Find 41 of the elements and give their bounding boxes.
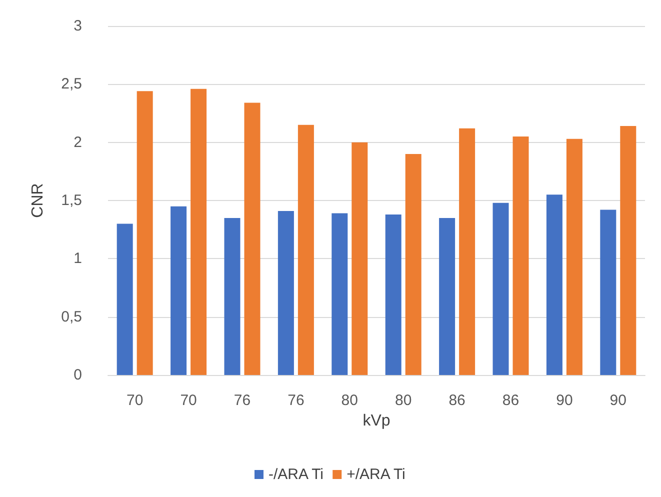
y-tick-label: 1,5 bbox=[61, 192, 82, 209]
x-tick-label: 76 bbox=[288, 392, 304, 409]
y-tick-label: 1 bbox=[74, 250, 82, 268]
x-tick-label: 86 bbox=[502, 392, 520, 409]
x-tick-label: 70 bbox=[180, 392, 197, 409]
bar bbox=[224, 218, 240, 375]
bar bbox=[492, 202, 509, 375]
bar bbox=[170, 206, 187, 375]
bar bbox=[244, 102, 260, 375]
y-tick-label: 2 bbox=[74, 134, 82, 151]
x-tick-label: 70 bbox=[126, 392, 144, 409]
y-tick-label: 0 bbox=[74, 366, 82, 384]
bar bbox=[439, 218, 456, 375]
bar bbox=[546, 194, 562, 375]
bar bbox=[298, 124, 314, 375]
x-tick-label: 90 bbox=[556, 392, 573, 409]
bar bbox=[620, 126, 636, 375]
y-tick-label: 2,5 bbox=[61, 76, 82, 93]
bar bbox=[332, 213, 348, 375]
x-tick-label: 76 bbox=[234, 392, 251, 409]
x-tick-label: 90 bbox=[610, 392, 626, 409]
x-tick-label: 80 bbox=[395, 392, 412, 409]
y-axis-title: CNR bbox=[30, 183, 46, 218]
y-tick-label: 0,5 bbox=[61, 308, 82, 326]
bar bbox=[512, 136, 529, 375]
legend-label: -/ARA Ti bbox=[268, 466, 324, 483]
bar bbox=[352, 142, 368, 375]
legend-label: +/ARA Ti bbox=[346, 466, 406, 483]
bar bbox=[405, 154, 422, 375]
bar bbox=[116, 224, 133, 375]
x-tick-label: 86 bbox=[448, 392, 466, 409]
bar bbox=[385, 214, 402, 375]
y-tick-label: 3 bbox=[74, 18, 82, 34]
bar bbox=[190, 88, 207, 375]
x-tick-label: 80 bbox=[341, 392, 358, 409]
x-axis-title: kVp bbox=[362, 412, 390, 430]
bar bbox=[566, 138, 582, 375]
bar bbox=[459, 128, 476, 375]
bar bbox=[278, 210, 294, 375]
bar bbox=[136, 91, 153, 375]
bar bbox=[600, 210, 616, 375]
